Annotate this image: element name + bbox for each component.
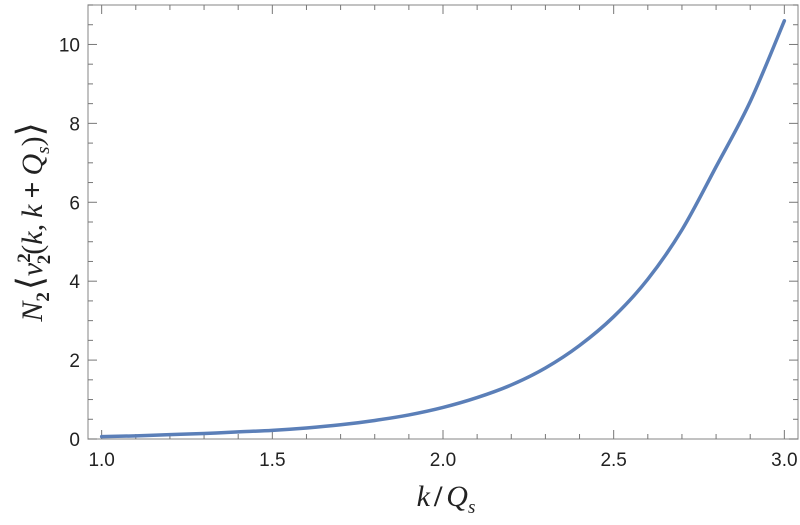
y-tick-label: 8 (69, 114, 80, 135)
x-tick-label: 1.0 (88, 450, 114, 471)
y-tick-label: 10 (59, 35, 80, 56)
y-tick-label: 4 (69, 272, 80, 293)
y-tick-label: 2 (69, 351, 80, 372)
y-axis-ticks: 0 2 4 6 8 10 (59, 4, 798, 451)
x-tick-label: 2.5 (600, 450, 626, 471)
x-tick-label: 1.5 (259, 450, 285, 471)
x-axis-ticks: 1.0 1.5 2.0 2.5 3.0 (88, 5, 798, 471)
plot-frame (87, 4, 799, 440)
y-axis-title: N2⟨v22(k,k+Qs)⟩ (10, 122, 55, 322)
y-tick-label: 0 (69, 430, 80, 451)
x-axis-title: k / Qs (417, 480, 476, 518)
x-tick-label: 2.0 (430, 450, 456, 471)
y-tick-label: 6 (69, 193, 80, 214)
series-layer (99, 19, 787, 439)
x-tick-label: 3.0 (771, 450, 797, 471)
series-line (99, 19, 787, 439)
